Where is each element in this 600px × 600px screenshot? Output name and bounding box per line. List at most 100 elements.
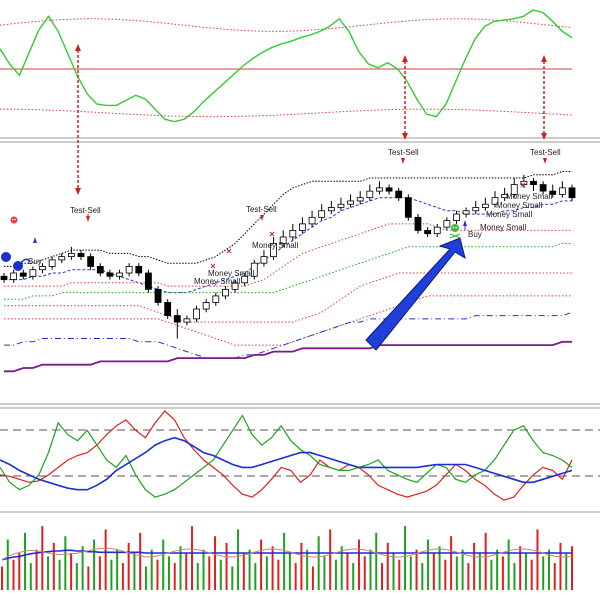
- upper-red-band: [4, 223, 572, 287]
- candle: [135, 263, 143, 277]
- candle-body: [299, 223, 306, 231]
- candle-body: [453, 213, 460, 222]
- candle-body: [106, 272, 114, 277]
- candle-body: [145, 272, 152, 290]
- money-small-label-1: Money Small: [208, 269, 254, 278]
- volume-bar: [530, 559, 533, 590]
- candle: [472, 200, 480, 215]
- candle-body: [202, 302, 210, 310]
- volume-bar: [507, 539, 510, 590]
- volume-bar: [519, 546, 522, 590]
- volume-bar: [260, 539, 263, 590]
- volume-bar: [104, 529, 107, 590]
- volume-bar: [444, 559, 447, 590]
- dmi-green-line: [0, 414, 573, 498]
- volume-bar: [283, 532, 286, 590]
- candle-body: [212, 295, 220, 303]
- candle-body: [347, 200, 354, 205]
- candle: [366, 184, 374, 201]
- candle: [164, 299, 172, 319]
- candle: [39, 263, 46, 273]
- volume-bar: [75, 563, 78, 590]
- volume-bar: [202, 549, 205, 590]
- volume-bar: [41, 526, 44, 590]
- test-sell-label-1: Test-Sell: [70, 206, 101, 215]
- candle-body: [472, 207, 480, 212]
- peak-arrow-head-top: [402, 55, 408, 62]
- candle: [299, 217, 306, 234]
- volume-bar: [87, 566, 90, 590]
- volume-bar: [191, 526, 193, 590]
- candle-body: [19, 272, 27, 277]
- candle: [222, 286, 229, 300]
- volume-bar: [196, 563, 199, 590]
- peak-arrow-head-top: [541, 55, 547, 62]
- volume-bar: [300, 542, 303, 590]
- candle: [539, 181, 547, 195]
- volume-bar: [248, 549, 251, 590]
- volume-bar: [524, 553, 527, 590]
- down-arrow-icon: [401, 158, 405, 164]
- candle-body: [568, 187, 576, 199]
- volume-bar: [323, 556, 326, 590]
- volume-bar: [265, 556, 268, 590]
- volume-bar: [93, 539, 96, 590]
- candle: [279, 230, 287, 247]
- candle-body: [404, 197, 412, 218]
- peak-arrow-head-bottom: [541, 133, 547, 140]
- candle: [414, 214, 422, 234]
- candle-body: [135, 266, 143, 274]
- candle: [231, 279, 239, 293]
- candle: [530, 178, 537, 192]
- volume-bar: [219, 559, 222, 590]
- volume-bar: [162, 539, 165, 590]
- candle: [250, 259, 258, 280]
- candle-body: [39, 266, 46, 271]
- lower-purple-band: [4, 340, 572, 373]
- candle: [106, 269, 114, 280]
- candle: [549, 184, 557, 198]
- candle-body: [0, 275, 8, 280]
- volume-bar: [346, 553, 349, 590]
- volume-bar: [334, 559, 337, 590]
- candle: [183, 315, 191, 326]
- candle: [77, 250, 85, 260]
- candle-body: [558, 187, 566, 195]
- candle-body: [154, 288, 162, 303]
- volume-bar: [450, 536, 453, 590]
- volume-average-line: [1, 549, 572, 561]
- volume-bar: [352, 563, 355, 590]
- candle-body: [96, 266, 104, 274]
- lower-blue-band: [4, 311, 573, 359]
- money-small-label-3: Money Small: [252, 241, 298, 250]
- volume-bar: [455, 556, 458, 590]
- candle: [327, 200, 335, 215]
- candle: [385, 184, 393, 195]
- candle: [212, 292, 220, 306]
- volume-bar: [208, 556, 211, 590]
- volume-bar: [116, 549, 119, 590]
- candle-body: [318, 210, 326, 218]
- volume-bar: [559, 542, 562, 590]
- volume-bar: [52, 542, 55, 590]
- candle: [510, 178, 518, 198]
- volume-bar: [306, 549, 309, 590]
- peak-arrow-head-bottom: [402, 133, 408, 140]
- test-sell-label-2: Test-Sell: [246, 205, 277, 214]
- candle-body: [222, 288, 229, 297]
- volume-bar: [421, 563, 424, 590]
- volume-bar: [70, 553, 73, 590]
- volume-bar: [98, 556, 101, 590]
- volume-bar: [271, 546, 274, 590]
- oscillator-lower-band: [0, 108, 573, 118]
- volume-bar: [386, 542, 389, 590]
- volume-bar: [133, 553, 136, 590]
- volume-bar: [496, 549, 499, 590]
- candle-body: [279, 236, 287, 244]
- volume-bar: [432, 553, 435, 590]
- peak-link-arrows: [75, 44, 547, 195]
- candle: [424, 227, 431, 237]
- down-arrow-icon: [543, 158, 547, 164]
- candle: [568, 184, 576, 201]
- volume-bar: [139, 532, 142, 590]
